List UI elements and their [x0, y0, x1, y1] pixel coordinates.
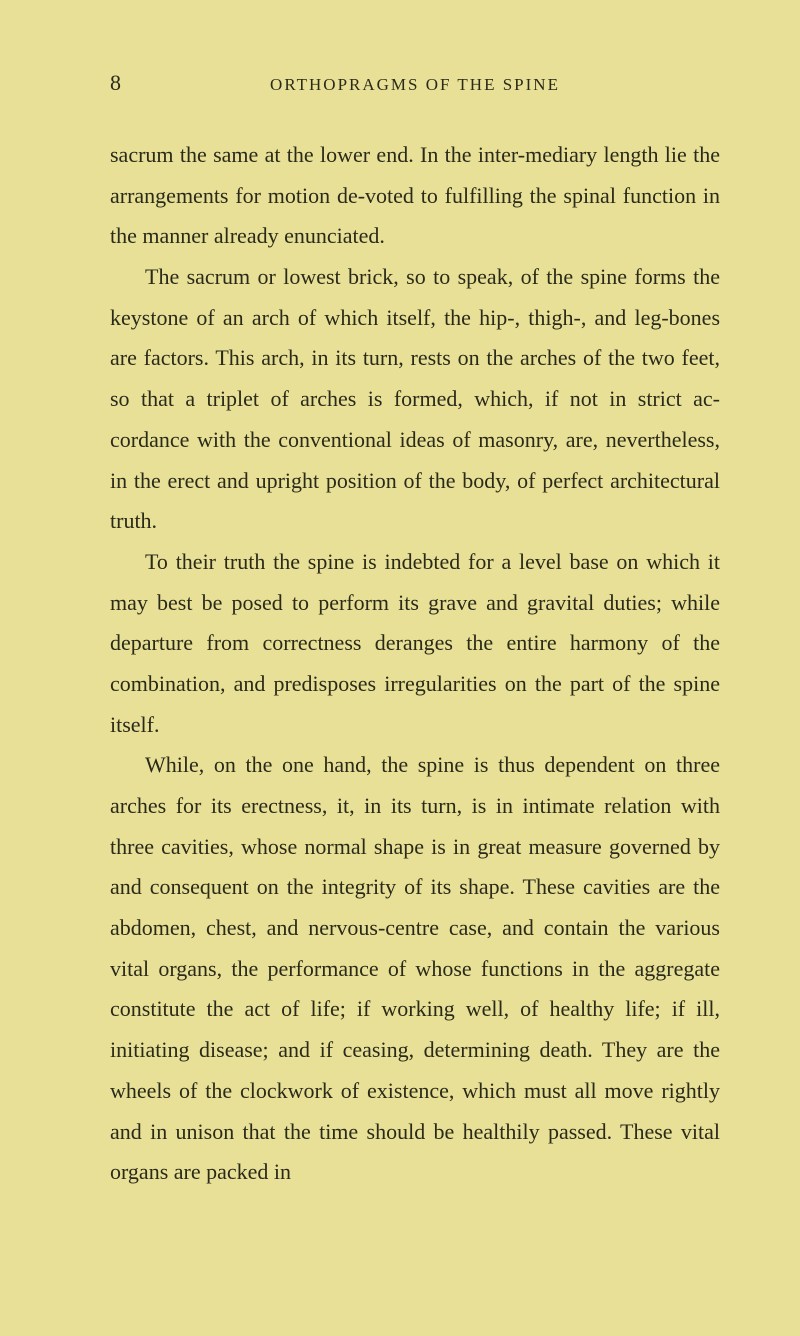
paragraph-4: While, on the one hand, the spine is thu… [110, 745, 720, 1193]
page-header: ORTHOPRAGMS OF THE SPINE [110, 70, 720, 95]
paragraph-3: To their truth the spine is indebted for… [110, 542, 720, 745]
paragraph-2: The sacrum or lowest brick, so to speak,… [110, 257, 720, 542]
body-text: sacrum the same at the lower end. In the… [110, 135, 720, 1193]
paragraph-1: sacrum the same at the lower end. In the… [110, 135, 720, 257]
page-number: 8 [110, 70, 121, 96]
document-page: 8 ORTHOPRAGMS OF THE SPINE sacrum the sa… [0, 0, 800, 1263]
